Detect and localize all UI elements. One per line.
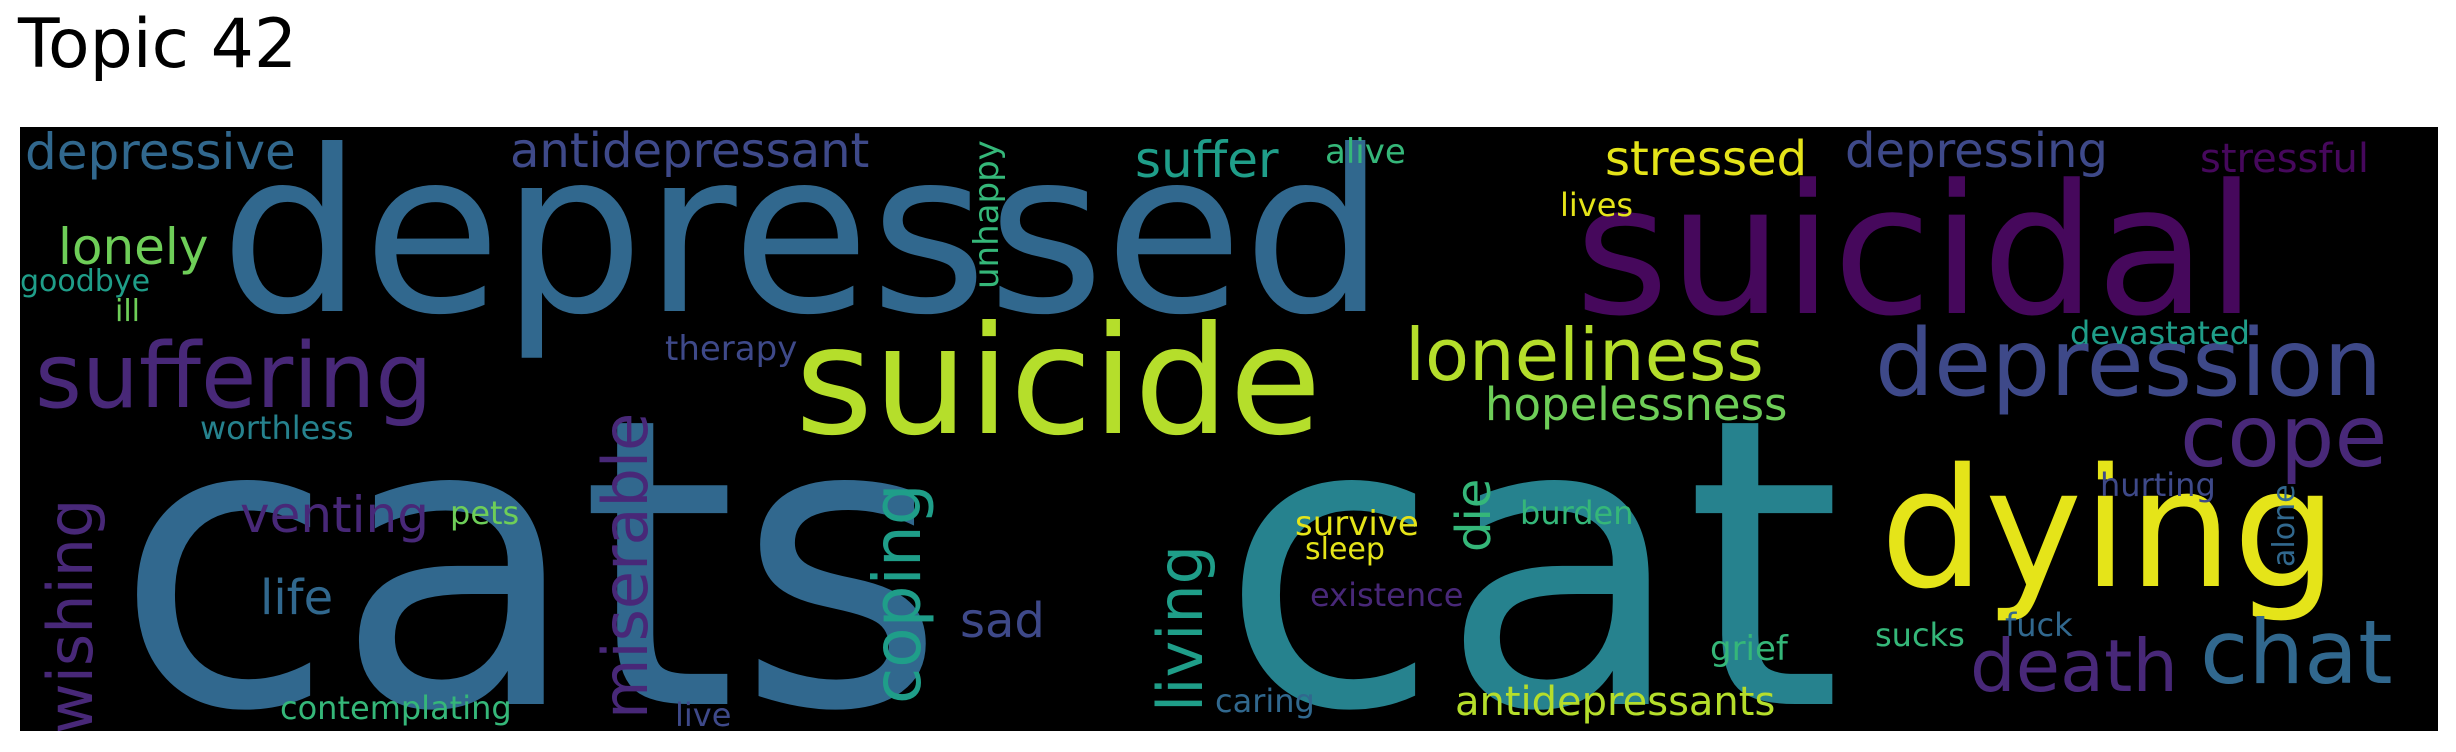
word-miserable: miserable [589,412,662,719]
word-contemplating: contemplating [280,689,512,727]
word-burden: burden [1520,494,1634,532]
word-coping-vertical: coping [859,483,936,704]
word-hurting: hurting [2100,466,2216,504]
word-alive: alive [1325,132,1406,172]
word-pets: pets [450,494,520,532]
word-suicidal: suicidal [1575,147,2257,356]
word-sad: sad [960,593,1045,649]
word-loneliness: loneliness [1405,313,1764,397]
word-depression: depression [1875,309,2383,417]
word-worthless: worthless [200,409,354,447]
word-chat: chat [2200,601,2393,704]
word-fuck: fuck [2005,606,2073,644]
word-survive: survive [1295,504,1419,544]
word-unhappy: unhappy [967,140,1007,289]
word-depressive: depressive [25,127,296,181]
word-suicide: suicide [795,295,1322,469]
word-wishing: wishing [34,498,107,731]
word-grief: grief [1710,629,1788,669]
word-life: life [260,570,334,626]
word-die: die [1446,478,1502,552]
word-stressed: stressed [1605,131,1808,187]
word-dying: dying [1880,433,2338,625]
word-therapy: therapy [665,329,798,369]
word-antidepressants: antidepressants [1455,679,1776,725]
word-suffer: suffer [1135,131,1279,189]
word-stressful: stressful [2200,136,2369,182]
word-lonely: lonely [58,218,209,276]
word-goodbye: goodbye [20,264,151,299]
word-living: living [1144,544,1217,712]
word-suffering: suffering [35,324,433,429]
word-depressed: depressed [220,127,1386,365]
word-antidepressant: antidepressant [510,127,870,179]
word-live: live [675,696,732,731]
word-death: death [1970,624,2178,708]
word-cope: cope [2180,387,2388,487]
word-cloud: cats cat depressed suicidal suicide dyin… [20,127,2438,731]
word-sucks: sucks [1875,616,1965,654]
page-title: Topic 42 [18,5,298,84]
word-cat: cat [1220,334,1842,732]
word-sleep: sleep [1305,532,1385,567]
word-depressing: depressing [1845,127,2108,179]
word-devastated: devastated [2070,314,2250,352]
word-alone: alone [2267,484,2302,567]
word-cats: cats [115,334,946,732]
word-caring: caring [1215,682,1315,720]
word-hopelessness: hopelessness [1485,378,1788,431]
word-venting: venting [240,486,429,544]
word-existence: existence [1310,576,1464,614]
word-ill: ill [115,294,141,329]
word-lives: lives [1560,186,1634,224]
